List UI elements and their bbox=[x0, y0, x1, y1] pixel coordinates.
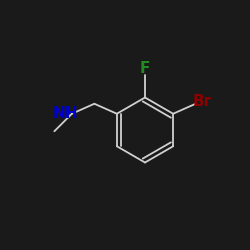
Text: F: F bbox=[140, 61, 150, 76]
Text: NH: NH bbox=[53, 106, 78, 121]
Text: Br: Br bbox=[192, 94, 212, 109]
